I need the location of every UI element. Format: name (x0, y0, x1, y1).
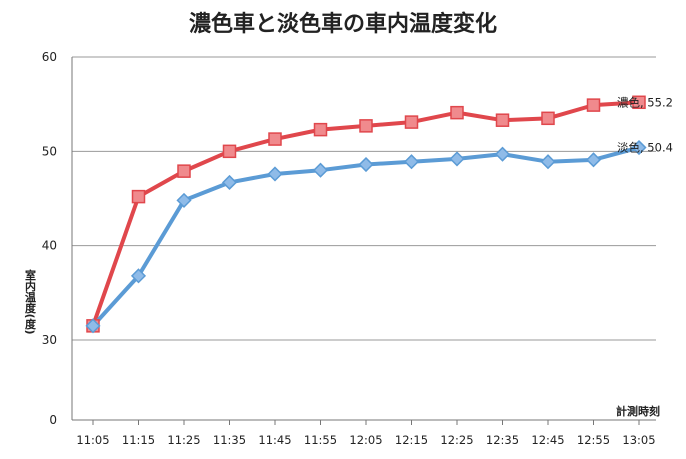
x-tick-label: 11:35 (213, 433, 246, 447)
data-point-light (85, 318, 101, 334)
data-point-dark (632, 95, 646, 110)
x-tick-label: 13:05 (622, 433, 655, 447)
y-axis-label: 室内温度(度) (24, 268, 37, 334)
y-tick-label: 60 (42, 50, 57, 64)
data-point-dark (177, 164, 191, 178)
x-tick-label: 12:15 (395, 433, 428, 447)
data-point-dark (268, 132, 282, 146)
data-point-dark (131, 189, 146, 204)
data-point-light (585, 152, 602, 168)
data-point-light (176, 192, 192, 208)
y-tick-label: 40 (42, 239, 57, 253)
data-point-dark (495, 113, 510, 127)
data-point-dark (222, 144, 237, 159)
data-point-light (631, 139, 647, 156)
data-point-light (221, 174, 238, 191)
x-axis-label: 計測時刻 (616, 404, 660, 418)
y-tick-label: 50 (42, 144, 57, 158)
data-point-light (130, 268, 147, 284)
end-label-dark: 濃色, 55.2 (617, 95, 673, 109)
data-point-dark (586, 98, 601, 112)
x-tick-label: 11:55 (304, 433, 337, 447)
x-tick-label: 11:25 (167, 433, 200, 447)
end-label-light: 淡色, 50.4 (617, 141, 673, 155)
data-point-light (449, 151, 465, 167)
data-point-light (358, 156, 374, 173)
data-point-light (494, 146, 511, 162)
y-tick-label: 30 (42, 333, 57, 347)
data-point-light (540, 154, 556, 170)
x-tick-label: 12:05 (349, 433, 382, 447)
data-point-dark (404, 115, 419, 129)
data-point-dark (313, 122, 328, 137)
x-tick-label: 11:15 (122, 433, 155, 447)
data-point-dark (541, 111, 555, 126)
data-point-light (267, 166, 283, 182)
x-tick-label: 12:55 (577, 433, 610, 447)
data-point-light (403, 154, 420, 170)
chart-title: 濃色車と淡色車の車内温度変化 (189, 11, 497, 37)
y-tick-label: 0 (49, 413, 57, 427)
data-point-dark (359, 119, 373, 133)
data-point-dark (450, 105, 464, 120)
x-tick-label: 12:25 (440, 433, 473, 447)
x-tick-label: 11:05 (76, 433, 109, 447)
x-tick-label: 12:35 (486, 433, 519, 447)
data-point-light (312, 162, 329, 178)
x-tick-label: 11:45 (258, 433, 291, 447)
x-tick-label: 12:45 (531, 433, 564, 447)
